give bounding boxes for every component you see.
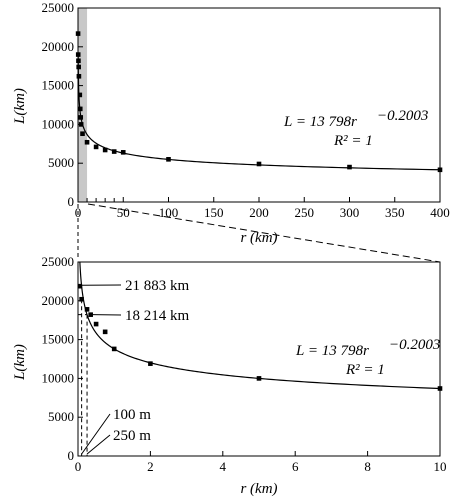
chart-top-data-point xyxy=(166,157,171,162)
chart-top: 0 5000 10000 15000 20000 25000 0 50 100 150 200 25… xyxy=(12,0,450,246)
chart-top-data-point xyxy=(76,58,81,64)
chart-top-x-tick-label: 100 xyxy=(159,205,179,220)
chart-top-data-point xyxy=(256,161,262,167)
chart-top-y-tick-label: 25000 xyxy=(42,0,75,15)
chart-top-x-tick-label: 150 xyxy=(204,205,224,220)
chart-bottom-y-tick-label: 10000 xyxy=(42,370,75,385)
chart-top-data-points xyxy=(75,31,443,173)
chart-top-data-point xyxy=(84,139,90,145)
chart-top-data-point xyxy=(437,167,443,173)
chart-bottom-data-point xyxy=(256,376,262,381)
annotation-250-m: 250 m xyxy=(113,428,151,444)
chart-top-y-tick-label: 10000 xyxy=(42,116,75,131)
chart-bottom-data-point xyxy=(77,283,83,289)
chart-top-data-point xyxy=(102,147,108,153)
annotation-100-m: 100 m xyxy=(113,407,151,423)
chart-bottom-y-axis: 0 5000 10000 15000 20000 25000 xyxy=(42,254,83,463)
chart-top-data-point xyxy=(77,92,83,98)
chart-bottom-data-point xyxy=(84,307,90,312)
chart-top-data-point xyxy=(80,131,85,137)
chart-bottom-y-tick-label: 20000 xyxy=(42,293,75,308)
annotation-18214-km: 18 214 km xyxy=(125,308,190,324)
chart-bottom-guide-lines xyxy=(78,299,88,456)
chart-bottom-data-point xyxy=(437,386,443,391)
leader-250-m xyxy=(86,434,111,455)
chart-bottom-x-label: r (km) xyxy=(240,481,277,497)
chart-top-data-point xyxy=(77,106,83,112)
chart-top-y-tick-label: 5000 xyxy=(48,155,74,170)
chart-bottom-equation: L = 13 798r xyxy=(295,343,369,359)
chart-bottom-x-axis: 0 2 4 6 8 10 xyxy=(75,451,447,474)
chart-bottom-x-tick-label: 8 xyxy=(364,459,371,474)
chart-top-frame xyxy=(77,7,441,203)
chart-top-data-point xyxy=(111,149,117,154)
chart-top-fit-curve xyxy=(77,54,441,171)
chart-bottom-x-tick-label: 10 xyxy=(434,459,447,474)
chart-top-data-point xyxy=(75,31,81,36)
zoom-connector-right xyxy=(87,203,441,263)
chart-bottom-data-point xyxy=(111,346,117,352)
chart-bottom-r-squared: R² = 1 xyxy=(345,362,385,378)
chart-top-x-tick-label: 50 xyxy=(117,205,130,220)
chart-bottom-x-tick-label: 6 xyxy=(292,459,299,474)
chart-top-y-axis: 0 5000 10000 15000 20000 25000 xyxy=(42,0,83,209)
chart-bottom-data-point xyxy=(88,312,93,317)
chart-top-data-point xyxy=(93,144,99,150)
leader-100-m xyxy=(81,413,111,455)
annotation-21883-km: 21 883 km xyxy=(125,278,190,294)
chart-top-x-tick-label: 250 xyxy=(295,205,315,220)
chart-bottom-y-tick-label: 25000 xyxy=(42,254,75,269)
chart-top-data-point xyxy=(120,150,126,155)
chart-bottom-x-tick-label: 2 xyxy=(147,459,154,474)
chart-top-x-tick-label: 350 xyxy=(385,205,405,220)
chart-bottom-exponent: −0.2003 xyxy=(389,337,440,353)
chart-bottom-y-tick-label: 5000 xyxy=(48,409,74,424)
chart-top-data-point xyxy=(75,52,81,57)
chart-bottom-data-point xyxy=(102,329,108,335)
chart-top-data-point xyxy=(347,164,352,170)
chart-top-data-point xyxy=(76,64,81,70)
chart-top-x-tick-label: 200 xyxy=(249,205,269,220)
chart-top-exponent: −0.2003 xyxy=(377,108,428,124)
chart-bottom-y-tick-label: 15000 xyxy=(42,332,75,347)
chart-bottom-frame xyxy=(77,261,441,457)
chart-top-x-label: r (km) xyxy=(240,230,277,246)
chart-top-y-tick-label: 0 xyxy=(68,194,75,209)
chart-bottom: 0 5000 10000 15000 20000 25000 0 2 4 6 8 10 21 883… xyxy=(12,254,447,497)
chart-top-x-tick-label: 400 xyxy=(430,205,450,220)
chart-top-data-point xyxy=(78,115,84,120)
chart-top-y-tick-label: 20000 xyxy=(42,39,75,54)
chart-top-equation: L = 13 798r xyxy=(283,114,357,130)
chart-top-data-point xyxy=(78,122,84,127)
chart-top-data-point xyxy=(76,73,82,79)
chart-bottom-y-label: L(km) xyxy=(12,344,28,381)
chart-top-y-label: L(km) xyxy=(12,88,28,125)
chart-bottom-fit-curve xyxy=(79,262,441,390)
chart-bottom-data-point xyxy=(79,296,84,302)
chart-bottom-x-tick-label: 0 xyxy=(75,459,82,474)
chart-bottom-annotation-leaders xyxy=(81,284,122,455)
chart-top-x-tick-label: 300 xyxy=(340,205,360,220)
chart-bottom-x-tick-label: 4 xyxy=(220,459,227,474)
chart-bottom-y-tick-label: 0 xyxy=(68,448,75,463)
chart-bottom-data-point xyxy=(93,321,99,327)
chart-top-r-squared: R² = 1 xyxy=(333,133,373,149)
chart-bottom-data-points xyxy=(77,283,443,391)
chart-top-shaded-region xyxy=(78,8,88,202)
chart-bottom-data-point xyxy=(148,361,153,366)
chart-top-y-tick-label: 15000 xyxy=(42,78,75,93)
